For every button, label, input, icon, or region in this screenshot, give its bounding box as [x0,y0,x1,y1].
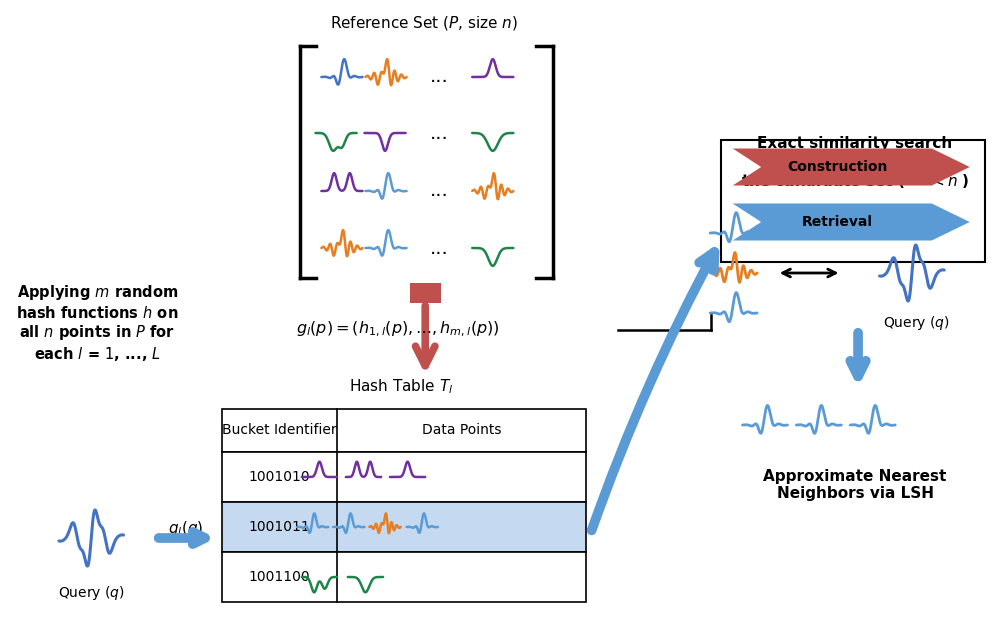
FancyBboxPatch shape [409,283,441,303]
Text: $g_l(q)$: $g_l(q)$ [167,519,202,537]
Text: Query ($q$): Query ($q$) [883,314,949,332]
Text: Data Points: Data Points [421,424,501,438]
Text: 1001100: 1001100 [248,570,310,584]
Polygon shape [732,149,969,185]
Text: Bucket Identifier: Bucket Identifier [221,424,337,438]
FancyBboxPatch shape [221,502,585,552]
Text: ...: ... [429,123,448,142]
Text: Approximate Nearest
Neighbors via LSH: Approximate Nearest Neighbors via LSH [763,469,946,501]
Text: ...: ... [429,182,448,201]
Text: Hash Table $T_l$: Hash Table $T_l$ [349,378,453,396]
Text: Applying $m$ random
hash functions $h$ on
all $n$ points in $P$ for
each $l$ = $: Applying $m$ random hash functions $h$ o… [16,283,178,363]
Text: Reference Set ($P$, size $n$): Reference Set ($P$, size $n$) [330,14,518,32]
Text: Exact similarity search
within
the candidate set ( $<< n$ ): Exact similarity search within the candi… [740,137,969,190]
Text: Retrieval: Retrieval [801,215,872,229]
FancyBboxPatch shape [720,140,984,262]
FancyBboxPatch shape [221,552,585,602]
Text: $g_l(p) = (h_{1,l}(p), \ldots, h_{m,l}(p))$: $g_l(p) = (h_{1,l}(p), \ldots, h_{m,l}(p… [296,319,499,338]
Text: ...: ... [429,67,448,86]
Text: Construction: Construction [786,160,887,174]
FancyBboxPatch shape [221,452,585,502]
Text: 1001010: 1001010 [248,470,310,484]
FancyBboxPatch shape [221,409,585,452]
Text: 1001011: 1001011 [248,520,310,534]
Text: ...: ... [429,239,448,258]
Polygon shape [732,203,969,241]
Text: Query ($q$): Query ($q$) [58,584,124,602]
